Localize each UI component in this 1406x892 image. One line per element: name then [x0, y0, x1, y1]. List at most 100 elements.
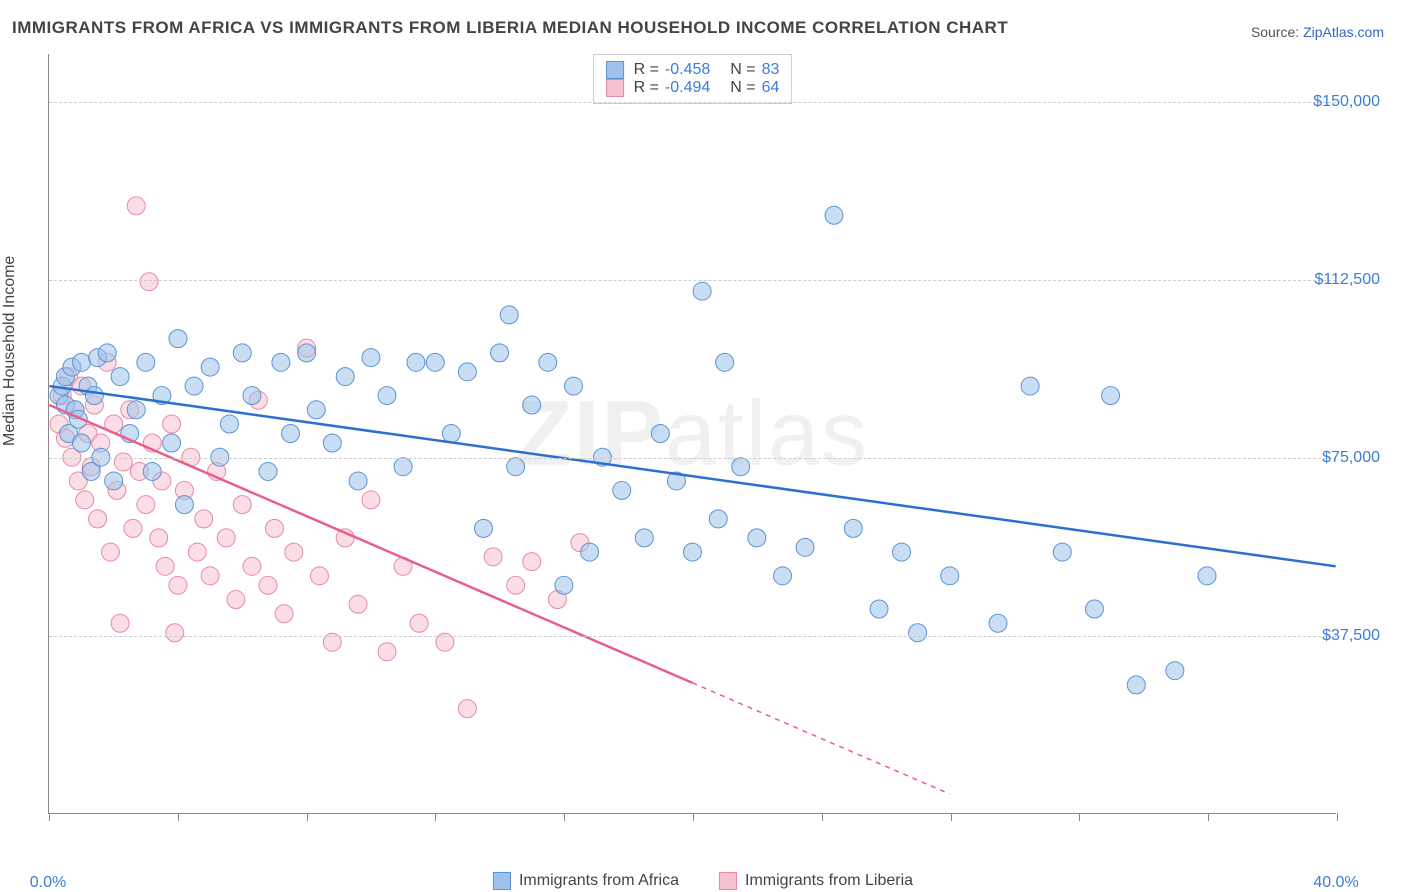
data-point-liberia: [285, 543, 303, 561]
y-tick-label: $37,500: [1322, 627, 1380, 645]
y-tick-label: $112,500: [1314, 271, 1380, 289]
data-point-africa: [539, 353, 557, 371]
x-tick: [435, 813, 436, 821]
data-point-africa: [298, 344, 316, 362]
data-point-africa: [732, 458, 750, 476]
trend-line-dashed-liberia: [693, 683, 950, 794]
data-point-africa: [362, 349, 380, 367]
data-point-africa: [474, 519, 492, 537]
data-point-africa: [127, 401, 145, 419]
gridline: [49, 102, 1336, 103]
data-point-liberia: [275, 605, 293, 623]
data-point-africa: [613, 481, 631, 499]
data-point-liberia: [188, 543, 206, 561]
data-point-liberia: [243, 557, 261, 575]
data-point-africa: [500, 306, 518, 324]
data-point-liberia: [507, 576, 525, 594]
data-point-africa: [111, 368, 129, 386]
data-point-liberia: [362, 491, 380, 509]
data-point-liberia: [484, 548, 502, 566]
x-tick-label: 40.0%: [1313, 874, 1358, 892]
data-point-liberia: [163, 415, 181, 433]
data-point-africa: [893, 543, 911, 561]
data-point-liberia: [233, 496, 251, 514]
data-point-liberia: [76, 491, 94, 509]
data-point-africa: [243, 387, 261, 405]
data-point-africa: [307, 401, 325, 419]
data-point-africa: [555, 576, 573, 594]
y-axis-label: Median Household Income: [1, 256, 19, 446]
data-point-africa: [458, 363, 476, 381]
data-point-liberia: [201, 567, 219, 585]
series-label: Immigrants from Liberia: [745, 872, 913, 890]
data-point-africa: [523, 396, 541, 414]
data-point-africa: [709, 510, 727, 528]
data-point-africa: [98, 344, 116, 362]
data-point-africa: [233, 344, 251, 362]
data-point-africa: [407, 353, 425, 371]
data-point-africa: [73, 353, 91, 371]
trend-line-liberia: [49, 405, 692, 683]
data-point-africa: [989, 614, 1007, 632]
data-point-africa: [169, 330, 187, 348]
data-point-africa: [635, 529, 653, 547]
gridline: [49, 636, 1336, 637]
data-point-africa: [844, 519, 862, 537]
gridline: [49, 280, 1336, 281]
data-point-africa: [394, 458, 412, 476]
data-point-liberia: [227, 591, 245, 609]
data-point-liberia: [195, 510, 213, 528]
data-point-liberia: [378, 643, 396, 661]
data-point-africa: [651, 425, 669, 443]
data-point-liberia: [410, 614, 428, 632]
series-label: Immigrants from Africa: [519, 872, 679, 890]
x-tick-label: 0.0%: [30, 874, 66, 892]
data-point-liberia: [349, 595, 367, 613]
data-point-africa: [426, 353, 444, 371]
data-point-africa: [684, 543, 702, 561]
data-point-africa: [1021, 377, 1039, 395]
chart-title: IMMIGRANTS FROM AFRICA VS IMMIGRANTS FRO…: [12, 18, 1008, 38]
data-point-africa: [336, 368, 354, 386]
data-point-africa: [491, 344, 509, 362]
data-point-liberia: [169, 576, 187, 594]
data-point-africa: [282, 425, 300, 443]
data-point-africa: [870, 600, 888, 618]
data-point-liberia: [124, 519, 142, 537]
data-point-africa: [1085, 600, 1103, 618]
legend-swatch: [493, 872, 511, 890]
series-legend-item-africa: Immigrants from Africa: [493, 872, 679, 890]
x-tick: [1208, 813, 1209, 821]
source-attribution: Source: ZipAtlas.com: [1251, 24, 1384, 40]
series-legend-item-liberia: Immigrants from Liberia: [719, 872, 913, 890]
data-point-africa: [716, 353, 734, 371]
data-point-africa: [175, 496, 193, 514]
data-point-liberia: [310, 567, 328, 585]
data-point-africa: [163, 434, 181, 452]
data-point-africa: [748, 529, 766, 547]
y-tick-label: $150,000: [1313, 93, 1380, 111]
data-point-africa: [137, 353, 155, 371]
data-point-liberia: [150, 529, 168, 547]
x-tick: [822, 813, 823, 821]
x-tick: [1337, 813, 1338, 821]
x-tick: [951, 813, 952, 821]
scatter-plot-svg: [49, 54, 1336, 813]
data-point-liberia: [265, 519, 283, 537]
data-point-liberia: [259, 576, 277, 594]
data-point-africa: [105, 472, 123, 490]
x-tick: [178, 813, 179, 821]
data-point-africa: [185, 377, 203, 395]
data-point-africa: [201, 358, 219, 376]
data-point-africa: [85, 387, 103, 405]
data-point-liberia: [89, 510, 107, 528]
data-point-liberia: [140, 273, 158, 291]
data-point-liberia: [166, 624, 184, 642]
data-point-africa: [1166, 662, 1184, 680]
data-point-africa: [565, 377, 583, 395]
source-link[interactable]: ZipAtlas.com: [1303, 24, 1384, 40]
data-point-africa: [693, 282, 711, 300]
data-point-africa: [941, 567, 959, 585]
data-point-africa: [272, 353, 290, 371]
data-point-africa: [909, 624, 927, 642]
